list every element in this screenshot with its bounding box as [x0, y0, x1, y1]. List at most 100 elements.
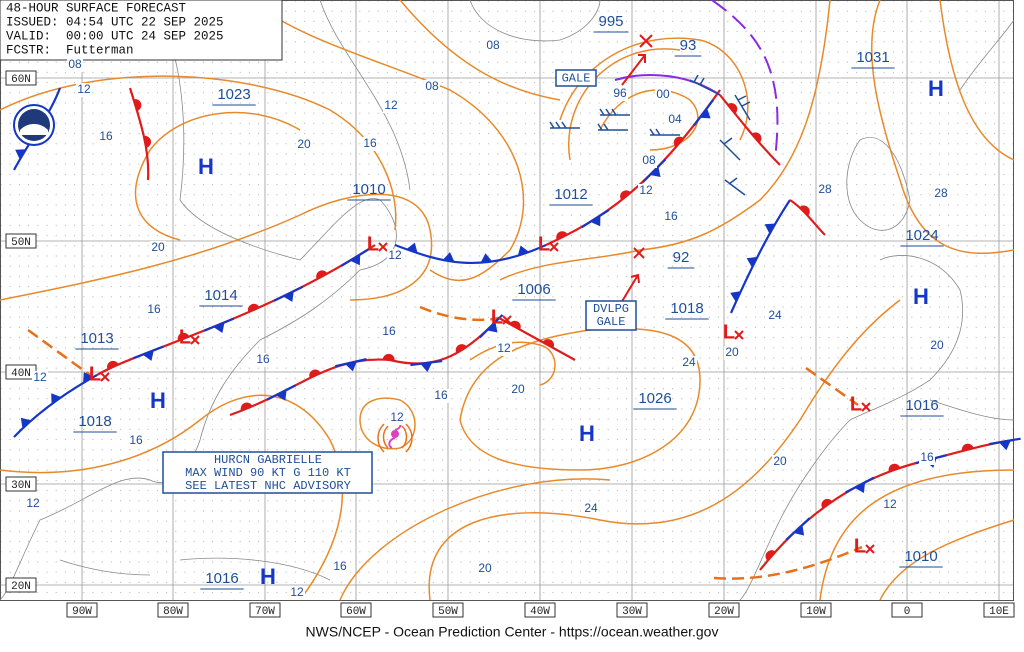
warm-front-semicircle — [240, 402, 253, 411]
cold-front-triangle — [517, 245, 530, 256]
high-symbol: H — [150, 388, 166, 413]
cold-front-triangle — [282, 291, 294, 302]
stationary-front-cold-segment — [785, 517, 811, 541]
warm-front-semicircle — [542, 339, 554, 348]
lon-label-box — [983, 602, 1015, 618]
pressure-center-label: 1013 — [80, 330, 113, 347]
high-symbol: H — [928, 76, 944, 101]
pressure-center-label: 1010 — [904, 548, 937, 565]
cold-front-triangle — [649, 166, 661, 178]
pressure-center-label: 995 — [598, 13, 623, 30]
pressure-center-label: 1014 — [204, 287, 237, 304]
isobar-label-bg — [667, 113, 683, 127]
warm-front-semicircle — [727, 103, 738, 114]
cold-front-triangle — [275, 389, 287, 401]
isobar-label: 12 — [77, 82, 91, 96]
isobar-label-bg — [929, 339, 945, 353]
isobar-label: 16 — [382, 324, 396, 338]
warm-front-semicircle — [620, 190, 631, 201]
stationary-front-cold-segment — [642, 158, 667, 183]
low-symbol: L — [491, 306, 503, 328]
isobar-label-bg — [485, 39, 501, 53]
isobar-label: 12 — [497, 341, 511, 355]
hurricane-advisory-line: SEE LATEST NHC ADVISORY — [185, 479, 351, 493]
isobar-label-bg — [477, 562, 493, 576]
isobar-label: 16 — [147, 302, 161, 316]
isobar — [428, 299, 901, 601]
lat-label: 40N — [11, 368, 31, 380]
low-symbol: L — [854, 535, 866, 557]
lon-label-box — [340, 602, 372, 618]
low-center-x — [734, 330, 744, 340]
isobar-label-bg — [25, 497, 41, 511]
header-line: VALID: 00:00 UTC 24 SEP 2025 — [6, 29, 224, 43]
warm-front-semicircle — [509, 320, 521, 330]
pressure-center-label: 1024 — [905, 227, 938, 244]
pressure-center-label: 1016 — [205, 570, 238, 587]
isobar — [819, 469, 1015, 601]
pressure-center-label: 1010 — [352, 181, 385, 198]
warm-front-semicircle — [888, 463, 901, 472]
lat-label: 30N — [11, 480, 31, 492]
land-outlines — [0, 0, 1015, 601]
isobar-label-bg — [638, 184, 654, 198]
lon-label-box — [66, 602, 98, 618]
low-center-x — [190, 335, 200, 345]
warm-front-semicircle — [177, 332, 190, 341]
isobar-label: 16 — [333, 559, 347, 573]
lat-label-box — [5, 233, 37, 249]
header-line: ISSUED: 04:54 UTC 22 SEP 2025 — [6, 15, 224, 29]
lon-label-box — [524, 602, 556, 618]
warm-front-semicircle — [799, 205, 810, 216]
isobar-label: 08 — [642, 153, 656, 167]
lat-label-box — [5, 476, 37, 492]
pressure-center-label: 1026 — [638, 390, 671, 407]
pressure-center-label: 1031 — [856, 49, 889, 66]
lon-label: 40W — [530, 606, 550, 618]
low-symbol: L — [89, 363, 101, 385]
isobar-label-bg — [76, 83, 92, 97]
warm-front-semicircle — [316, 270, 328, 280]
cold-front-triangle — [83, 372, 94, 383]
pressure-center-label: 1012 — [554, 186, 587, 203]
isobar-label: 24 — [768, 308, 782, 322]
cold-front-triangle — [480, 253, 493, 263]
storm-arrows — [617, 34, 653, 309]
isobar — [0, 75, 397, 231]
isobar-label: 28 — [818, 182, 832, 196]
isobar-label: 20 — [725, 345, 739, 359]
stationary-front-cold-segment — [266, 384, 297, 401]
isobar-label-bg — [772, 455, 788, 469]
isobar-label: 24 — [584, 501, 598, 515]
cold-front-triangle — [406, 242, 418, 254]
isobar-label-bg — [663, 210, 679, 224]
isobar-label: 20 — [297, 137, 311, 151]
isobar-label-bg — [128, 434, 144, 448]
low-symbol: L — [723, 321, 735, 343]
cold-front-triangle — [51, 393, 62, 405]
isobar-label: 08 — [425, 79, 439, 93]
isobar — [469, 341, 556, 386]
pressure-center-label: 1018 — [670, 300, 703, 317]
isobar-label: 08 — [68, 57, 82, 71]
isobar-label: 16 — [99, 129, 113, 143]
warm-front-semicircle — [382, 353, 395, 361]
warm-front — [128, 87, 150, 181]
isobar-label-bg — [724, 346, 740, 360]
isobar — [870, 0, 1015, 254]
isobar — [359, 397, 416, 450]
warm-front-semicircle — [821, 498, 833, 509]
isobar-label: 00 — [656, 87, 670, 101]
warm-front-semicircle — [107, 360, 119, 370]
isobar-label-bg — [424, 80, 440, 94]
isobar-label: 16 — [920, 450, 934, 464]
isobar-label-bg — [882, 498, 898, 512]
lon-label-box — [891, 602, 923, 618]
cold-front — [13, 374, 98, 438]
lon-label: 30W — [622, 606, 642, 618]
troughs — [27, 305, 863, 580]
isobar-label-bg — [289, 586, 305, 600]
warm-front — [789, 199, 826, 236]
isobar-label: 12 — [388, 248, 402, 262]
